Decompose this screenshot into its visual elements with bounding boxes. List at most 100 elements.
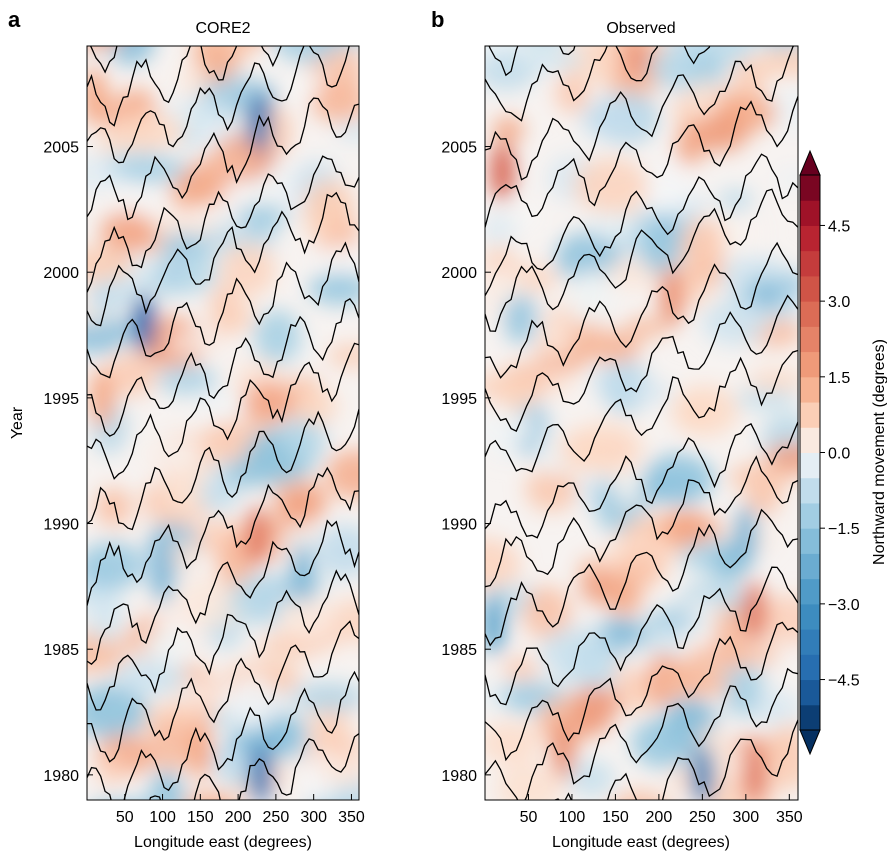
zero-contour-line — [485, 421, 798, 539]
zero-contour-line — [485, 188, 798, 332]
field-patch — [540, 312, 572, 359]
y-tick-label: 1980 — [43, 768, 79, 785]
zero-contour-line — [87, 466, 359, 606]
field-patch — [622, 688, 653, 710]
field-patch — [645, 54, 700, 77]
field-patch — [149, 769, 184, 800]
field-patch — [94, 487, 133, 527]
feature-patch — [733, 506, 758, 567]
zero-contour-line — [485, 96, 798, 228]
field-patch — [492, 116, 525, 143]
field-patch — [276, 594, 336, 641]
colorbar-ticks: 4.5 3.0 1.5 0.0 −1.5 −3.0 −4.5 — [820, 218, 860, 690]
field-patch — [87, 46, 114, 58]
field-patch — [273, 46, 338, 64]
ticks-b: 50 100 150 200 250 300 350 1980 1985 1990 1995 2000… — [441, 140, 802, 826]
colorbar-band — [800, 679, 820, 706]
field-patch — [631, 717, 695, 768]
zero-contour-line — [87, 241, 359, 379]
zero-contours-b — [485, 46, 798, 800]
feature-patch — [659, 267, 684, 328]
colorbar-band — [800, 704, 820, 731]
zero-contour-line — [485, 667, 798, 800]
field-patch — [540, 626, 617, 679]
field-patch — [573, 157, 649, 214]
field-patch — [134, 439, 203, 470]
colorbar-band — [800, 528, 820, 554]
field-patch — [291, 682, 359, 712]
field-patch — [315, 524, 359, 578]
field-patch — [731, 57, 768, 94]
x-tick-label: 300 — [300, 809, 327, 826]
field-patch — [150, 718, 193, 772]
field-patch — [777, 168, 798, 191]
y-tick-label: 2005 — [43, 140, 79, 157]
x-tick-label: 150 — [187, 809, 214, 826]
field-patch — [756, 736, 798, 790]
field-patch — [220, 242, 276, 297]
field-patch — [87, 246, 134, 282]
field-patch — [87, 588, 126, 645]
field-patch — [735, 387, 798, 411]
field-patch — [747, 370, 798, 391]
zero-contour-line — [87, 519, 359, 666]
colorbar-label: Northward movement (degrees) — [871, 339, 887, 565]
y-axis-label: Year — [9, 406, 26, 439]
zero-contour-line — [87, 97, 359, 221]
field-patch — [310, 82, 359, 123]
colorbar-band — [800, 427, 820, 453]
field-patch — [166, 331, 231, 353]
colorbar-band — [800, 502, 820, 529]
field-patch — [149, 255, 188, 297]
field-patch — [689, 78, 721, 117]
y-tick-label: 1990 — [43, 517, 79, 534]
field-patch — [485, 213, 517, 245]
field-patch — [570, 269, 613, 325]
field-patch — [308, 719, 350, 746]
panel-a: 50 100 150 200 250 300 350 1980 1985 1990 1995 2000… — [8, 7, 365, 851]
x-tick-label: 250 — [263, 809, 290, 826]
zero-contour-line — [485, 153, 798, 297]
feature-patch — [87, 66, 107, 127]
field-patch — [327, 344, 359, 368]
field-patch — [164, 458, 208, 512]
field-patch — [745, 487, 782, 515]
y-tick-label: 1995 — [43, 391, 79, 408]
field-patch — [112, 658, 187, 697]
feature-patch — [290, 543, 315, 604]
field-patch — [623, 317, 668, 339]
field-patch — [235, 204, 288, 230]
colorbar-band — [800, 452, 820, 479]
field-patch — [485, 721, 541, 766]
zero-contour-line — [87, 342, 359, 480]
field-patch — [671, 385, 739, 437]
field-patch — [639, 219, 683, 275]
field-patch — [496, 764, 563, 800]
plot-frame-b — [484, 45, 799, 801]
colorbar-band — [800, 301, 820, 327]
colorbar-band — [800, 326, 820, 353]
x-tick-label: 50 — [520, 809, 538, 826]
field-patch — [198, 478, 239, 512]
colorbar-tick-label: 4.5 — [828, 218, 850, 235]
x-tick-label: 100 — [559, 809, 586, 826]
feature-patch — [490, 141, 515, 202]
field-patch — [254, 309, 301, 363]
field-patch — [143, 626, 192, 664]
colorbar-band — [800, 402, 820, 428]
field-patch — [764, 46, 798, 50]
field-patch — [557, 427, 616, 471]
field-patch — [614, 790, 666, 800]
field-patch — [303, 179, 355, 228]
y-tick-label: 1990 — [441, 517, 477, 534]
colorbar-band — [800, 351, 820, 378]
field-patch — [660, 672, 733, 697]
chart-title-a: CORE2 — [195, 20, 250, 37]
field-patch — [631, 380, 674, 404]
field-patch — [652, 461, 717, 490]
field-patch — [593, 366, 637, 396]
x-axis-label-b: Longitude east (degrees) — [552, 834, 730, 851]
zero-contour-line — [87, 46, 350, 164]
zero-contour-line — [485, 241, 798, 379]
colorbar: 4.5 3.0 1.5 0.0 −1.5 −3.0 −4.5 Northward movem… — [799, 149, 887, 756]
